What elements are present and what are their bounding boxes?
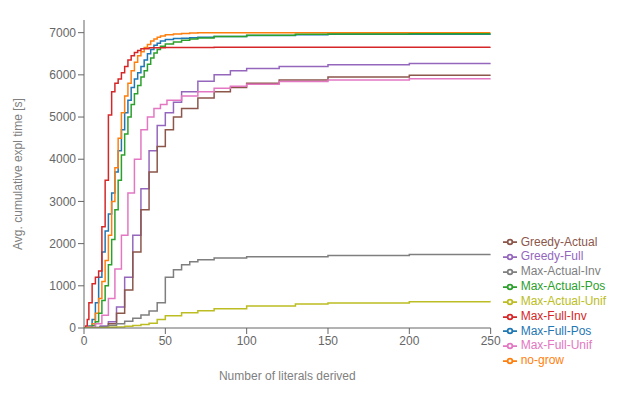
- svg-text:100: 100: [237, 334, 257, 348]
- html-text:Max-Actual-Inv: Max-Actual-Inv: [520, 264, 601, 279]
- html-text:Greedy-Full: Greedy-Full: [520, 249, 584, 264]
- svg-text:150: 150: [318, 334, 338, 348]
- svg-text:200: 200: [399, 334, 419, 348]
- svg-text:3000: 3000: [49, 195, 76, 209]
- svg-text:1000: 1000: [49, 279, 76, 293]
- html-text:Max-Full-Pos: Max-Full-Pos: [520, 323, 592, 338]
- svg-text:0: 0: [81, 334, 88, 348]
- html-text:Max-Actual-Unif: Max-Actual-Unif: [520, 293, 606, 308]
- svg-text:4000: 4000: [49, 152, 76, 166]
- svg-text:250: 250: [481, 334, 501, 348]
- svg-text:5000: 5000: [49, 110, 76, 124]
- html-text:Max-Full-Inv: Max-Full-Inv: [520, 308, 587, 323]
- svg-text:50: 50: [159, 334, 173, 348]
- html-text:Max-Full-Unif: Max-Full-Unif: [520, 338, 592, 353]
- svg-text:7000: 7000: [49, 26, 76, 40]
- html-text:no-grow: no-grow: [520, 353, 564, 368]
- html-text:Greedy-Actual: Greedy-Actual: [520, 234, 598, 249]
- html-text:Max-Actual-Pos: Max-Actual-Pos: [520, 279, 606, 293]
- svg-text:0: 0: [69, 321, 76, 335]
- svg-text:2000: 2000: [49, 237, 76, 251]
- svg-text:Avg. cumulative expl time [s]: Avg. cumulative expl time [s]: [11, 98, 25, 250]
- svg-text:6000: 6000: [49, 68, 76, 82]
- svg-text:Number of literals derived: Number of literals derived: [219, 369, 356, 383]
